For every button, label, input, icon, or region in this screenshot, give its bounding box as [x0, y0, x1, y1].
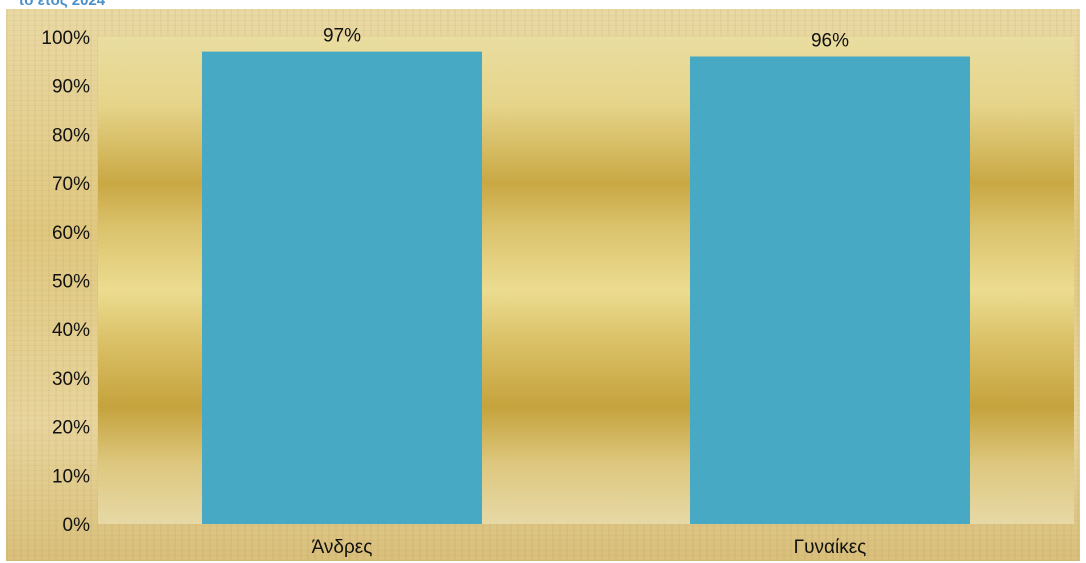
bar [690, 56, 970, 524]
y-tick-label: 80% [52, 125, 90, 146]
y-tick-label: 70% [52, 174, 90, 195]
chart-title: το έτος 2024 [18, 0, 106, 9]
y-tick-label: 0% [63, 515, 91, 536]
data-label: 97% [323, 26, 361, 47]
y-tick-label: 60% [52, 223, 90, 244]
y-tick-label: 30% [52, 369, 90, 390]
data-label: 96% [811, 30, 849, 51]
y-tick-label: 90% [52, 77, 90, 98]
y-tick-label: 50% [52, 272, 90, 293]
x-category-label: Άνδρες [312, 537, 373, 558]
y-tick-label: 20% [52, 418, 90, 439]
y-tick-label: 10% [52, 466, 90, 487]
x-category-label: Γυναίκες [794, 537, 867, 558]
bar [202, 51, 482, 525]
y-tick-label: 100% [41, 28, 90, 49]
y-tick-label: 40% [52, 320, 90, 341]
